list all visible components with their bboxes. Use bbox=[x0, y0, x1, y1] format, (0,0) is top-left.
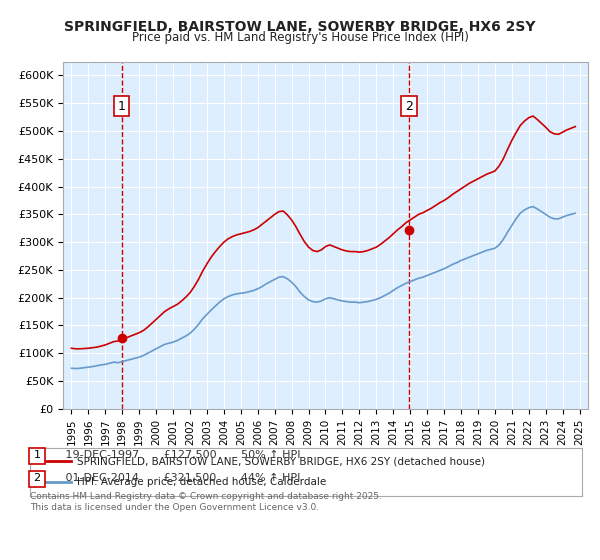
Text: 2: 2 bbox=[34, 473, 41, 483]
Text: SPRINGFIELD, BAIRSTOW LANE, SOWERBY BRIDGE, HX6 2SY: SPRINGFIELD, BAIRSTOW LANE, SOWERBY BRID… bbox=[64, 20, 536, 34]
Text: Price paid vs. HM Land Registry's House Price Index (HPI): Price paid vs. HM Land Registry's House … bbox=[131, 31, 469, 44]
Text: SPRINGFIELD, BAIRSTOW LANE, SOWERBY BRIDGE, HX6 2SY (detached house): SPRINGFIELD, BAIRSTOW LANE, SOWERBY BRID… bbox=[77, 456, 485, 466]
Text: 1: 1 bbox=[34, 450, 41, 460]
Text: HPI: Average price, detached house, Calderdale: HPI: Average price, detached house, Cald… bbox=[77, 477, 326, 487]
FancyBboxPatch shape bbox=[29, 471, 45, 487]
Text: Contains HM Land Registry data © Crown copyright and database right 2025.
This d: Contains HM Land Registry data © Crown c… bbox=[30, 492, 382, 512]
Text: 2: 2 bbox=[405, 100, 413, 113]
Text: 19-DEC-1997       £127,500       50% ↑ HPI: 19-DEC-1997 £127,500 50% ↑ HPI bbox=[55, 450, 301, 460]
Text: 1: 1 bbox=[118, 100, 125, 113]
FancyBboxPatch shape bbox=[29, 448, 45, 464]
Text: 01-DEC-2014       £321,500       44% ↑ HPI: 01-DEC-2014 £321,500 44% ↑ HPI bbox=[55, 473, 301, 483]
